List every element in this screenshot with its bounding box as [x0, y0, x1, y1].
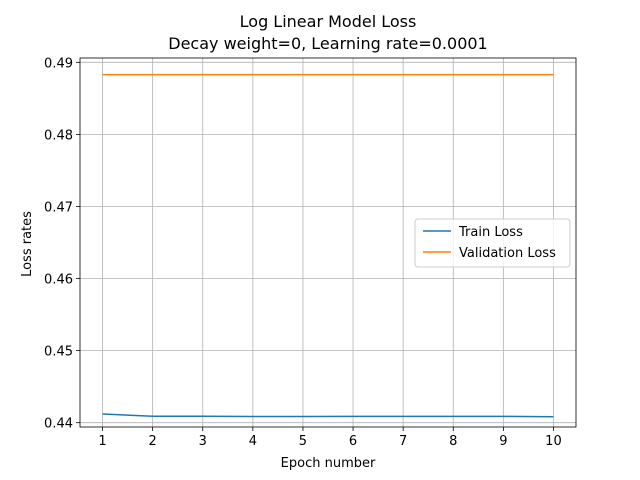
- y-tick-label: 0.48: [44, 128, 73, 143]
- legend-label: Validation Loss: [459, 246, 556, 261]
- series-lines: [102, 73, 554, 418]
- series-line-0: [102, 413, 554, 418]
- chart-title: Log Linear Model Loss: [240, 12, 417, 31]
- plot-frame: [79, 57, 577, 428]
- x-tick-label: 7: [399, 434, 407, 449]
- x-tick-label: 2: [149, 434, 157, 449]
- legend: Train Loss Validation Loss: [414, 218, 571, 268]
- legend-label: Train Loss: [458, 225, 523, 240]
- x-tick-label: 8: [449, 434, 457, 449]
- y-tick-label: 0.46: [44, 273, 73, 288]
- axes: [76, 57, 577, 431]
- x-axis-label: Epoch number: [281, 456, 376, 471]
- y-tick-label: 0.47: [44, 200, 73, 215]
- y-axis-label: Loss rates: [20, 211, 35, 277]
- grid-lines: [80, 58, 576, 427]
- y-tick-label: 0.45: [44, 345, 73, 360]
- x-tick-label: 10: [545, 434, 562, 449]
- tick-labels: 1 2 3 4 5 6 7 8 9 10 0.44 0.45 0.46 0.47 0.48 0.49: [44, 56, 562, 449]
- x-tick-label: 9: [499, 434, 507, 449]
- y-tick-label: 0.49: [44, 56, 73, 71]
- x-tick-label: 3: [199, 434, 207, 449]
- legend-box: [414, 218, 571, 268]
- x-tick-label: 1: [98, 434, 106, 449]
- y-tick-label: 0.44: [44, 417, 73, 432]
- x-tick-label: 6: [349, 434, 357, 449]
- x-tick-label: 4: [249, 434, 257, 449]
- x-tick-label: 5: [299, 434, 307, 449]
- chart-subtitle: Decay weight=0, Learning rate=0.0001: [168, 34, 487, 53]
